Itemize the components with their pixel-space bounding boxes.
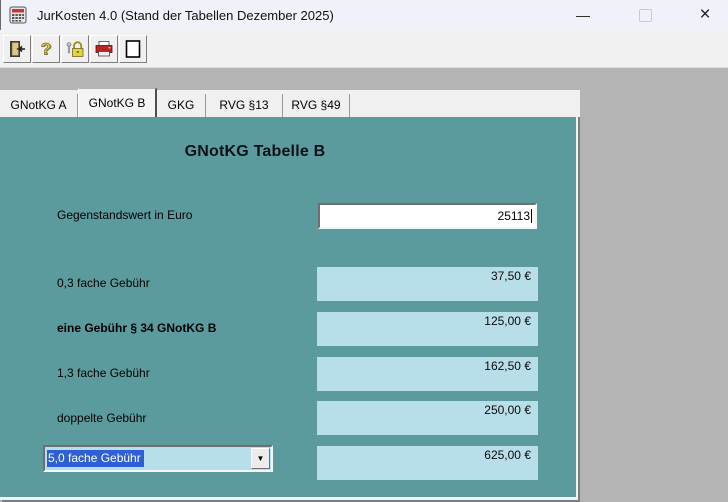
tab-rvg-49[interactable]: RVG §49 [283,94,350,117]
blank-page-icon [125,39,141,58]
fee-single-label: eine Gebühr § 34 GNotKG B [57,321,217,335]
print-icon [95,40,113,56]
fee-double-result: 250,00 € [317,401,538,435]
print-button[interactable] [90,34,118,63]
help-icon: ? ? [40,39,52,59]
fee-single-result: 125,00 € [317,312,538,346]
minimize-icon: — [576,7,590,23]
close-icon: × [699,4,711,25]
multiplier-dropdown[interactable]: 5,0 fache Gebühr ▼ [43,445,273,472]
chevron-down-icon: ▼ [256,454,265,463]
maximize-button[interactable] [624,0,666,30]
close-button[interactable]: × [684,0,726,30]
fee-03-label: 0,3 fache Gebühr [57,276,150,290]
tab-gnotkg-a[interactable]: GNotKG A [0,94,78,117]
text-caret [531,209,532,223]
help-button[interactable]: ? ? [32,34,60,63]
toolbar: ? ? [0,30,728,68]
fee-13-result: 162,50 € [317,357,538,391]
svg-text:?: ? [42,40,52,59]
fee-03-result: 37,50 € [317,267,538,301]
window-title: JurKosten 4.0 (Stand der Tabellen Dezemb… [37,7,334,23]
page-title: GNotKG Tabelle B [184,143,326,160]
tab-gkg[interactable]: GKG [157,94,206,117]
exit-icon [10,40,25,57]
minimize-button[interactable]: — [562,0,604,30]
fee-13-label: 1,3 fache Gebühr [57,366,150,380]
title-bar: JurKosten 4.0 (Stand der Tabellen Dezemb… [0,0,728,30]
app-calculator-icon [9,6,27,24]
amount-label: Gegenstandswert in Euro [57,208,193,222]
tab-rvg-13[interactable]: RVG §13 [206,94,283,117]
lock-icon [66,40,84,57]
gnotkg-b-panel: GNotKG Tabelle B Gegenstandswert in Euro… [0,117,578,500]
dropdown-arrow-button[interactable]: ▼ [251,448,270,469]
lock-button[interactable] [61,34,89,63]
blank-page-button[interactable] [119,34,147,63]
tab-gnotkg-b[interactable]: GNotKG B [78,88,157,117]
tab-strip: GNotKG A GNotKG B GKG RVG §13 RVG §49 [0,88,580,117]
question-mark-glyph: ? [41,39,51,58]
multiplier-selected-option: 5,0 fache Gebühr [47,450,144,467]
exit-button[interactable] [3,34,31,63]
maximize-icon [638,8,652,22]
fee-double-label: doppelte Gebühr [57,411,147,425]
fee-multiplier-result: 625,00 € [317,446,538,480]
amount-input[interactable]: 25113 [318,203,537,229]
amount-value: 25113 [497,209,530,223]
